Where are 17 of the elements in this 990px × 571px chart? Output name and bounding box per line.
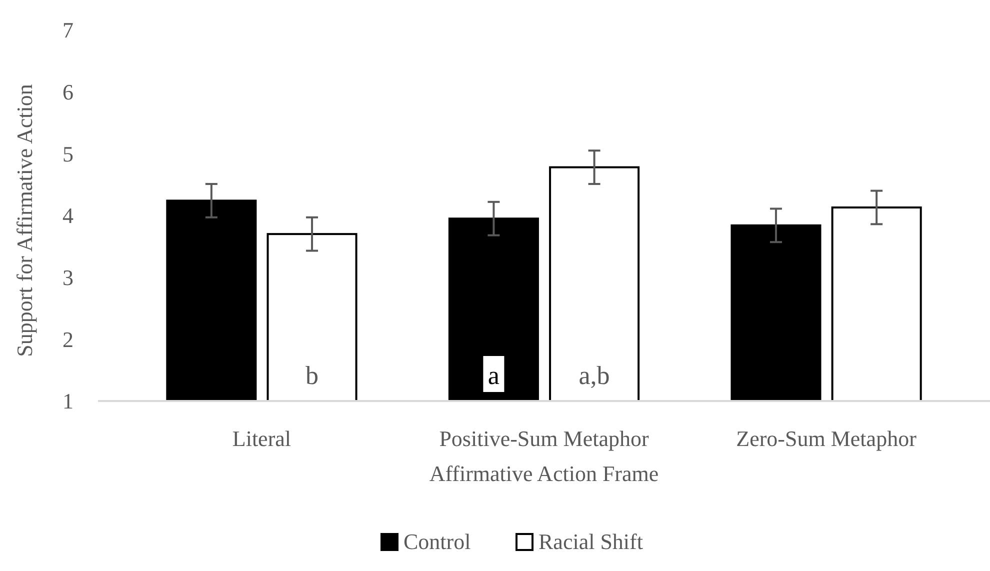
y-tick-label: 1	[62, 388, 74, 414]
y-tick-label: 7	[62, 18, 74, 43]
data-label: a,b	[578, 361, 610, 390]
y-tick-label: 4	[62, 203, 74, 228]
legend-label: Racial Shift	[538, 529, 643, 554]
x-tick-label: Positive-Sum Metaphor	[439, 426, 650, 451]
data-label: b	[306, 361, 319, 390]
x-tick-label: Literal	[232, 426, 292, 451]
data-label: a	[488, 361, 500, 390]
legend-label: Control	[404, 529, 471, 554]
y-axis-title: Support for Affirmative Action	[12, 84, 37, 357]
y-tick-label: 6	[62, 80, 74, 105]
y-tick-label: 3	[62, 265, 74, 290]
x-axis-title: Affirmative Action Frame	[429, 461, 659, 486]
y-tick-label: 2	[62, 326, 74, 352]
y-tick-label: 5	[62, 141, 74, 166]
x-tick-label: Zero-Sum Metaphor	[736, 426, 918, 451]
